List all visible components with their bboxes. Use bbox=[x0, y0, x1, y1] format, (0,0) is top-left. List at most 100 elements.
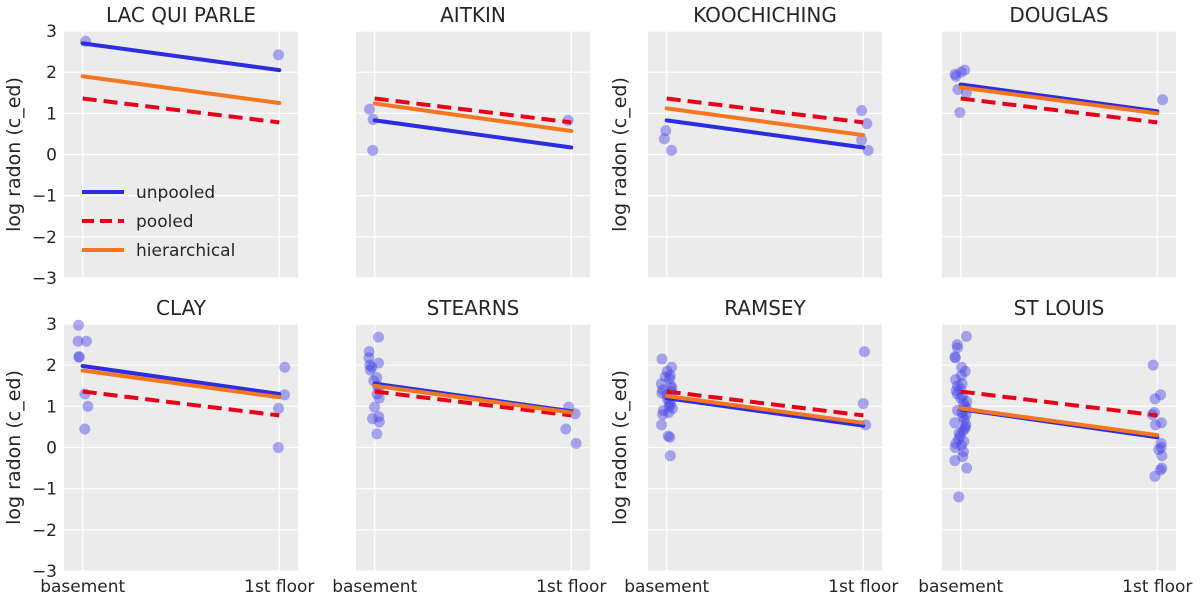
data-point-basement bbox=[369, 401, 381, 413]
y-tick-label: 3 bbox=[46, 22, 57, 42]
data-point-basement bbox=[667, 402, 679, 414]
data-point-basement bbox=[959, 421, 971, 433]
pooled-line bbox=[374, 96, 572, 125]
data-point-1st-floor bbox=[856, 104, 868, 116]
y-axis-label: log radon (c_ed) bbox=[3, 370, 25, 525]
panel-koochiching: KOOCHICHING log radon (c_ed) bbox=[609, 3, 882, 279]
data-point-basement bbox=[957, 451, 969, 463]
data-point-1st-floor bbox=[1154, 464, 1166, 476]
y-tick-label: 2 bbox=[46, 63, 57, 83]
data-point-basement bbox=[656, 419, 668, 431]
data-point-basement bbox=[664, 450, 676, 462]
x-tick-label: 1st floor bbox=[1122, 577, 1192, 597]
data-point-1st-floor bbox=[1155, 417, 1167, 429]
data-point-basement bbox=[955, 392, 967, 404]
data-point-basement bbox=[367, 144, 379, 156]
data-point-basement bbox=[958, 435, 970, 447]
data-point-basement bbox=[72, 335, 84, 347]
data-point-basement bbox=[366, 361, 378, 373]
y-tick-label: −1 bbox=[32, 187, 57, 207]
data-point-basement bbox=[961, 395, 973, 407]
data-point-basement bbox=[373, 411, 385, 423]
data-point-basement bbox=[665, 398, 677, 410]
data-point-basement bbox=[656, 353, 668, 365]
data-point-basement bbox=[73, 319, 85, 331]
data-point-basement bbox=[957, 446, 969, 458]
data-point-basement bbox=[960, 419, 972, 431]
hierarchical-line bbox=[372, 383, 574, 415]
unpooled-line bbox=[664, 118, 866, 150]
y-axis-label: log radon (c_ed) bbox=[609, 370, 631, 525]
data-point-1st-floor bbox=[1156, 462, 1168, 474]
panel-ramsey: RAMSEY log radon (c_ed) basement 1st floor bbox=[609, 296, 898, 597]
data-point-basement bbox=[373, 357, 385, 369]
pooled-line bbox=[960, 389, 1158, 418]
unpooled-line bbox=[958, 82, 1160, 114]
data-point-basement bbox=[656, 387, 668, 399]
y-tick-label: 1 bbox=[46, 397, 57, 417]
data-point-1st-floor bbox=[858, 346, 870, 358]
legend: unpooled pooled hierarchical bbox=[82, 183, 235, 261]
data-point-basement bbox=[373, 416, 385, 428]
x-tick-label: basement bbox=[624, 577, 709, 597]
pooled-line bbox=[82, 96, 280, 125]
unpooled-line bbox=[80, 41, 282, 73]
data-point-1st-floor bbox=[272, 442, 284, 453]
pooled-line bbox=[374, 389, 572, 418]
hierarchical-line bbox=[372, 101, 574, 134]
data-point-basement bbox=[363, 352, 375, 364]
data-point-basement bbox=[949, 417, 961, 429]
data-point-basement bbox=[364, 103, 376, 115]
data-point-basement bbox=[954, 107, 966, 119]
panel-aitkin: AITKIN bbox=[356, 3, 590, 279]
y-tick-label: 0 bbox=[46, 439, 57, 459]
panel-title: KOOCHICHING bbox=[693, 3, 837, 27]
y-tick-label: 2 bbox=[46, 356, 57, 376]
data-point-1st-floor bbox=[861, 118, 873, 130]
legend-label-unpooled: unpooled bbox=[136, 183, 215, 203]
data-point-basement bbox=[950, 437, 962, 449]
y-tick-label: −3 bbox=[32, 562, 57, 582]
hierarchical-line bbox=[958, 406, 1160, 438]
data-point-basement bbox=[657, 409, 669, 421]
data-point-basement bbox=[367, 413, 379, 425]
data-point-1st-floor bbox=[560, 423, 572, 435]
panel-title: STEARNS bbox=[427, 296, 520, 320]
data-point-basement bbox=[371, 428, 383, 440]
data-point-basement bbox=[951, 339, 963, 351]
hierarchical-line bbox=[958, 85, 1160, 116]
data-point-basement bbox=[955, 439, 967, 451]
data-point-basement bbox=[960, 330, 972, 342]
data-point-basement bbox=[950, 385, 962, 397]
data-point-1st-floor bbox=[856, 134, 868, 146]
panel-lac-qui-parle: LAC QUI PARLE −3 −2 −1 0 1 2 3 log radon (c_ed) bbox=[3, 3, 298, 289]
data-point-basement bbox=[664, 372, 676, 384]
data-point-basement bbox=[661, 365, 673, 377]
data-point-basement bbox=[954, 430, 966, 442]
data-point-basement bbox=[80, 335, 92, 347]
data-point-basement bbox=[950, 352, 962, 364]
panel-title: AITKIN bbox=[440, 3, 506, 27]
data-point-basement bbox=[949, 68, 961, 80]
data-point-basement bbox=[663, 400, 675, 412]
data-point-basement bbox=[959, 423, 971, 435]
data-point-basement bbox=[666, 361, 678, 373]
data-point-basement bbox=[658, 133, 670, 145]
x-tick-label: basement bbox=[918, 577, 1003, 597]
data-point-basement bbox=[73, 351, 85, 363]
legend-label-hierarchical: hierarchical bbox=[136, 241, 235, 261]
data-point-basement bbox=[665, 380, 677, 392]
data-point-1st-floor bbox=[279, 361, 291, 373]
data-point-basement bbox=[659, 371, 671, 383]
y-tick-label: 0 bbox=[46, 146, 57, 166]
data-point-basement bbox=[956, 378, 968, 390]
data-point-basement bbox=[657, 404, 669, 416]
data-point-basement bbox=[952, 380, 964, 392]
data-point-basement bbox=[952, 342, 964, 354]
data-point-basement bbox=[663, 407, 675, 419]
pooled-line bbox=[82, 389, 280, 418]
data-point-basement bbox=[364, 359, 376, 371]
data-point-basement bbox=[373, 331, 385, 343]
hierarchical-line bbox=[664, 106, 866, 138]
panel-title: LAC QUI PARLE bbox=[106, 3, 256, 27]
